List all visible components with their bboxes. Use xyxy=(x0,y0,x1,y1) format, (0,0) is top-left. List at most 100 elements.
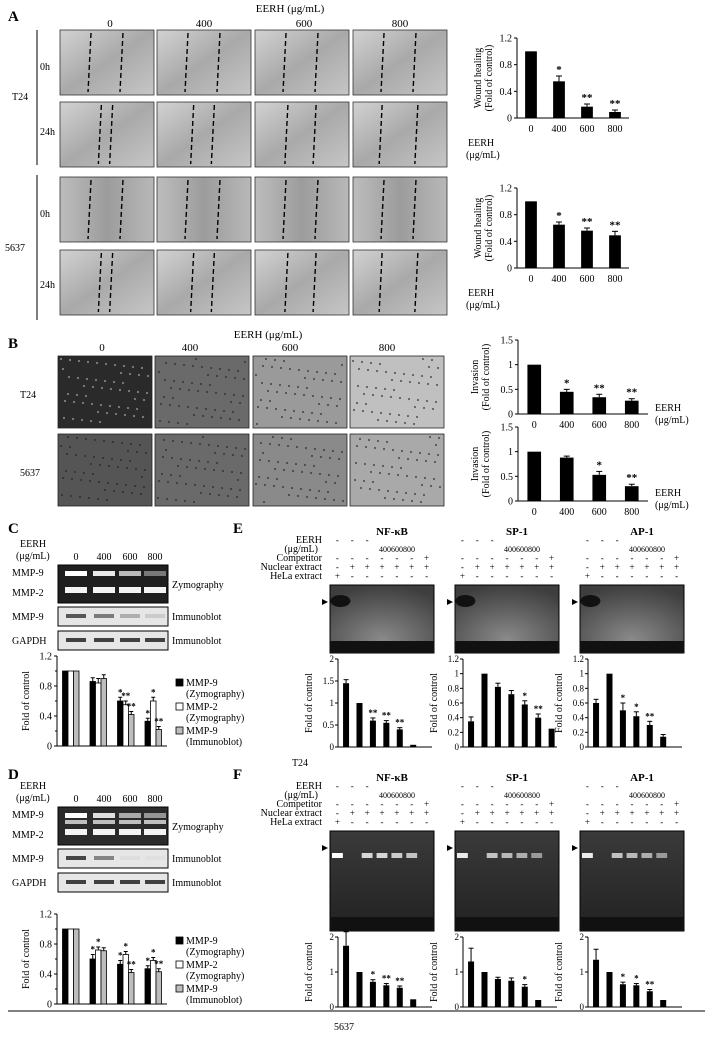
lane-sign: - xyxy=(351,535,354,545)
cell-speck xyxy=(199,382,203,386)
bar xyxy=(481,673,488,747)
microscopy-image xyxy=(59,176,155,243)
lane-sign: + xyxy=(475,808,480,818)
band-arrow-icon xyxy=(447,599,453,605)
lane-sign: + xyxy=(504,562,509,572)
bar xyxy=(494,979,501,1007)
cell-speck xyxy=(438,485,442,489)
sig-mark: ** xyxy=(610,219,622,231)
band xyxy=(65,829,87,835)
cell-speck xyxy=(77,359,81,363)
y-tick-label: 2 xyxy=(580,932,585,942)
condition-label: HeLa extract xyxy=(270,571,322,582)
band xyxy=(119,829,141,835)
sig-mark: ** xyxy=(645,980,655,990)
panel-f-footer: 5637 xyxy=(334,1022,354,1033)
cell-speck xyxy=(98,463,102,467)
cell-speck xyxy=(308,488,312,492)
lane-sign: - xyxy=(535,571,538,581)
cell-speck xyxy=(208,383,212,387)
cell-speck xyxy=(133,397,137,401)
cell-speck xyxy=(91,472,95,476)
eerh-unit: (μg/mL) xyxy=(16,793,50,804)
bar xyxy=(410,744,417,747)
cell-speck xyxy=(268,442,272,446)
cell-speck xyxy=(432,477,436,481)
band xyxy=(119,820,141,824)
cell-speck xyxy=(156,496,160,500)
lane-sign: - xyxy=(616,781,619,791)
bar xyxy=(581,106,593,118)
wound-edge-line xyxy=(87,32,92,93)
cell-speck xyxy=(409,450,413,454)
cell-speck xyxy=(220,486,224,490)
lane-sign: - xyxy=(645,817,648,827)
gel-title: AP-1 xyxy=(630,526,654,538)
bar xyxy=(606,673,613,747)
cell-speck xyxy=(199,491,203,495)
wound-edge-line xyxy=(216,179,221,240)
cell-speck xyxy=(305,386,309,390)
bar xyxy=(67,670,74,747)
sig-mark: * xyxy=(146,708,151,718)
bar xyxy=(646,991,653,1007)
lane-sign: + xyxy=(629,562,634,572)
y-tick-label: 0 xyxy=(508,497,513,508)
cell-speck xyxy=(363,462,367,466)
cell-speck xyxy=(176,421,180,425)
lane-sign: + xyxy=(379,808,384,818)
cell-speck xyxy=(139,492,143,496)
cell-speck xyxy=(368,487,372,491)
sig-mark: * xyxy=(151,948,156,958)
band xyxy=(455,595,476,607)
band-arrow-icon xyxy=(572,845,578,851)
y-tick-label: 0.6 xyxy=(448,698,460,708)
lane-sign: - xyxy=(461,781,464,791)
cell-speck xyxy=(274,407,278,411)
cell-speck xyxy=(235,495,239,499)
x-axis-label: (μg/mL) xyxy=(655,500,689,511)
lane-sign: - xyxy=(366,535,369,545)
sig-mark: * xyxy=(556,64,562,76)
cell-speck xyxy=(280,436,284,440)
bar xyxy=(660,1000,667,1007)
bar xyxy=(100,678,107,747)
cell-speck xyxy=(420,483,424,487)
band xyxy=(120,614,140,618)
lane-sign: - xyxy=(336,781,339,791)
sig-mark: * xyxy=(597,459,603,471)
lane-sign: - xyxy=(506,817,509,827)
cell-speck xyxy=(188,458,192,462)
lane-sign: - xyxy=(461,535,464,545)
bar xyxy=(100,950,107,1005)
x-tick-label: 800 xyxy=(624,507,639,518)
bar xyxy=(525,51,537,119)
cell-speck xyxy=(275,390,279,394)
bar xyxy=(521,704,528,747)
panel-d-blots: EERH(μg/mL) 0 400 600 800 MMP-9 MMP-2 Zymograph… xyxy=(12,781,224,893)
cell-speck xyxy=(164,361,168,365)
legend-swatch xyxy=(175,984,184,993)
cell-speck xyxy=(263,483,267,487)
lane-sign: + xyxy=(549,562,554,572)
bar xyxy=(343,683,350,747)
cell-speck xyxy=(416,398,420,402)
cell-speck xyxy=(365,385,369,389)
cell-speck xyxy=(124,483,128,487)
cell-speck xyxy=(73,470,77,474)
cell-speck xyxy=(369,470,373,474)
bar xyxy=(144,968,151,1005)
cell-speck xyxy=(95,361,99,365)
cell-speck xyxy=(157,479,161,483)
y-tick-label: 0.8 xyxy=(573,683,585,693)
sig-mark: ** xyxy=(395,718,405,728)
legend-swatch xyxy=(175,678,184,687)
y-axis-label: Fold of control xyxy=(21,929,32,989)
band xyxy=(145,638,165,642)
lane-sign: - xyxy=(631,817,634,827)
lane-sign: + xyxy=(615,562,620,572)
cell-speck xyxy=(203,467,207,471)
cell-speck xyxy=(371,480,375,484)
col-label: 0 xyxy=(107,18,113,30)
cell-speck xyxy=(133,484,137,488)
